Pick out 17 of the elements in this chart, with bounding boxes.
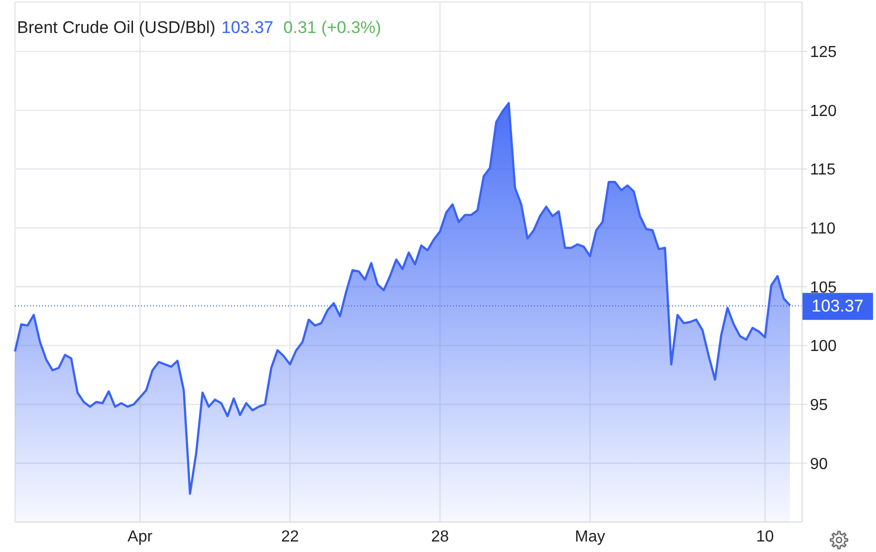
text: Brent Crude Oil (USD/Bbl)	[17, 18, 216, 37]
y-tick-label: 120	[810, 102, 837, 120]
annotation: 103.37	[221, 18, 274, 37]
annotation: 0.31 (+0.3%)	[283, 18, 382, 37]
x-tick-label: 28	[431, 528, 449, 546]
ref-line-label: 103.37	[812, 296, 864, 316]
y-tick-label: 100	[810, 338, 837, 356]
x-tick-label: 22	[281, 528, 299, 546]
y-tick-label: 115	[810, 162, 836, 179]
y-tick-label: 125	[810, 44, 837, 62]
y-tick-label: 90	[810, 456, 828, 473]
x-tick-label: Apr	[128, 528, 154, 546]
y-tick-label: 95	[810, 397, 828, 414]
x-tick-label: May	[574, 528, 606, 546]
y-tick-label: 110	[810, 220, 836, 238]
y-tick-label: 105	[810, 279, 837, 296]
x-tick-label: 10	[756, 528, 774, 546]
